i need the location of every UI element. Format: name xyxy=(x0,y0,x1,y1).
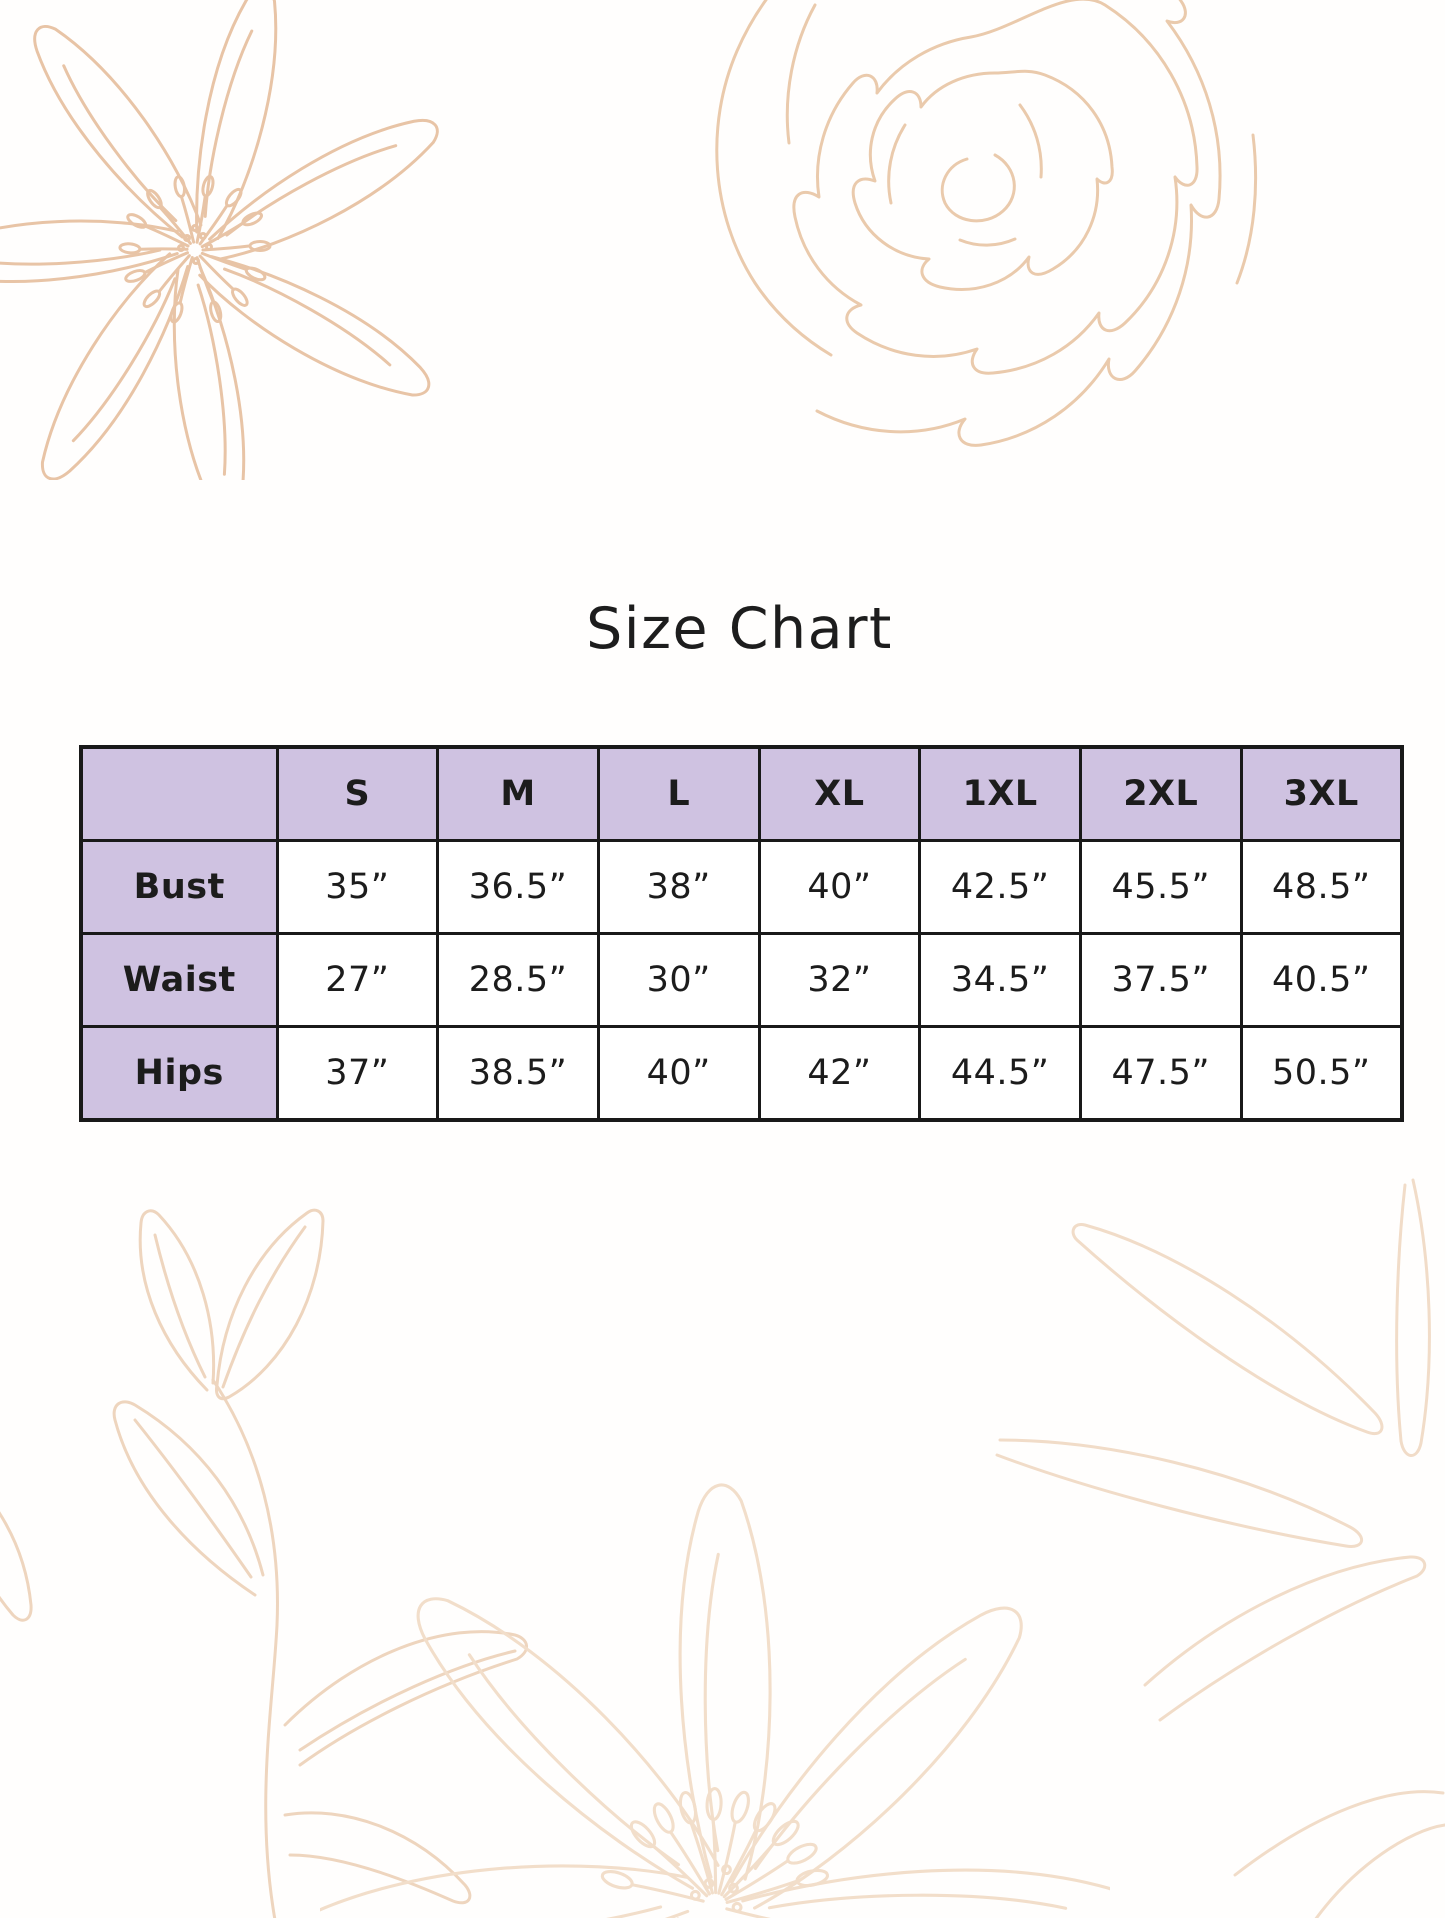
measurement-row-label: Bust xyxy=(79,839,279,935)
measurement-value-cell: 30” xyxy=(596,932,761,1028)
measurement-value-cell: 40” xyxy=(596,1025,761,1122)
measurement-value-cell: 34.5” xyxy=(918,932,1082,1028)
measurement-value-cell: 36.5” xyxy=(436,839,600,935)
measurement-value-cell: 48.5” xyxy=(1239,839,1404,935)
measurement-value-cell: 27” xyxy=(275,932,440,1028)
measurement-value-cell: 44.5” xyxy=(918,1025,1082,1122)
measurement-value-cell: 42” xyxy=(757,1025,922,1122)
table-row-waist: Waist 27” 28.5” 30” 32” 34.5” 37.5” 40.5… xyxy=(79,932,1404,1028)
measurement-value-cell: 38.5” xyxy=(436,1025,600,1122)
measurement-value-cell: 40.5” xyxy=(1239,932,1404,1028)
table-row-hips: Hips 37” 38.5” 40” 42” 44.5” 47.5” 50.5” xyxy=(79,1025,1404,1122)
size-column-header: 3XL xyxy=(1239,745,1404,842)
size-column-header: M xyxy=(436,745,600,842)
table-header-row: S M L XL 1XL 2XL 3XL xyxy=(79,745,1404,842)
measurement-row-label: Hips xyxy=(79,1025,279,1122)
size-table-header: S M L XL 1XL 2XL 3XL xyxy=(79,745,1404,842)
table-row-bust: Bust 35” 36.5” 38” 40” 42.5” 45.5” 48.5” xyxy=(79,839,1404,935)
measurement-value-cell: 38” xyxy=(596,839,761,935)
measurement-value-cell: 50.5” xyxy=(1239,1025,1404,1122)
size-column-header: S xyxy=(275,745,440,842)
size-column-header: L xyxy=(596,745,761,842)
size-column-header: 2XL xyxy=(1078,745,1243,842)
leaves-bottom-left-illustration xyxy=(0,1208,528,1918)
flower-bottom-center-illustration xyxy=(320,1481,1110,1918)
measurement-row-label: Waist xyxy=(79,932,279,1028)
size-chart-table: S M L XL 1XL 2XL 3XL Bust 35” 36.5” 38” … xyxy=(79,745,1404,1122)
size-column-header: XL xyxy=(757,745,922,842)
size-column-header: 1XL xyxy=(918,745,1082,842)
measurement-value-cell: 47.5” xyxy=(1078,1025,1243,1122)
measurement-value-cell: 32” xyxy=(757,932,922,1028)
measurement-value-cell: 37” xyxy=(275,1025,440,1122)
measurement-value-cell: 35” xyxy=(275,839,440,935)
measurement-value-cell: 45.5” xyxy=(1078,839,1243,935)
measurement-value-cell: 42.5” xyxy=(918,839,1082,935)
measurement-value-cell: 28.5” xyxy=(436,932,600,1028)
measurement-value-cell: 40” xyxy=(757,839,922,935)
flower-top-right-illustration xyxy=(715,0,1258,447)
corner-cell xyxy=(79,745,279,842)
leaves-bottom-right-illustration xyxy=(995,1178,1445,1918)
measurement-value-cell: 37.5” xyxy=(1078,932,1243,1028)
page-title: Size Chart xyxy=(586,596,893,662)
flower-top-left-illustration xyxy=(0,0,445,480)
